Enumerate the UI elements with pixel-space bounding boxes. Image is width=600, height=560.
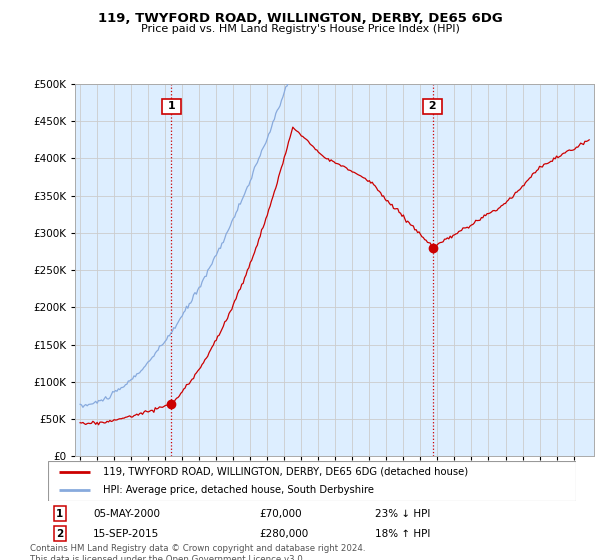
Text: £280,000: £280,000 bbox=[259, 529, 308, 539]
Text: HPI: Average price, detached house, South Derbyshire: HPI: Average price, detached house, Sout… bbox=[103, 486, 374, 495]
Text: Contains HM Land Registry data © Crown copyright and database right 2024.
This d: Contains HM Land Registry data © Crown c… bbox=[30, 544, 365, 560]
Text: 119, TWYFORD ROAD, WILLINGTON, DERBY, DE65 6DG: 119, TWYFORD ROAD, WILLINGTON, DERBY, DE… bbox=[98, 12, 502, 25]
Text: 1: 1 bbox=[56, 508, 63, 519]
Text: 119, TWYFORD ROAD, WILLINGTON, DERBY, DE65 6DG (detached house): 119, TWYFORD ROAD, WILLINGTON, DERBY, DE… bbox=[103, 467, 469, 477]
Text: 15-SEP-2015: 15-SEP-2015 bbox=[93, 529, 159, 539]
Text: 1: 1 bbox=[164, 101, 179, 111]
Text: 2: 2 bbox=[56, 529, 63, 539]
Text: £70,000: £70,000 bbox=[259, 508, 302, 519]
Text: 23% ↓ HPI: 23% ↓ HPI bbox=[376, 508, 431, 519]
Text: Price paid vs. HM Land Registry's House Price Index (HPI): Price paid vs. HM Land Registry's House … bbox=[140, 24, 460, 34]
Text: 18% ↑ HPI: 18% ↑ HPI bbox=[376, 529, 431, 539]
Text: 05-MAY-2000: 05-MAY-2000 bbox=[93, 508, 160, 519]
Text: 2: 2 bbox=[425, 101, 440, 111]
